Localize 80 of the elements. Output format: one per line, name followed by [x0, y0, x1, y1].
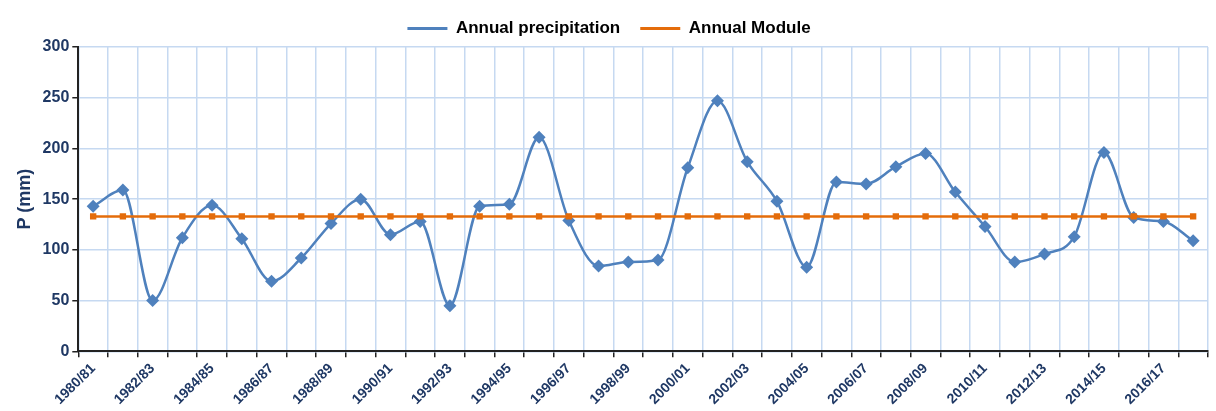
point [952, 213, 959, 220]
y-axis-title: P (mm) [13, 168, 34, 230]
point [978, 220, 992, 234]
point [714, 213, 721, 220]
point [740, 155, 754, 169]
point [1071, 213, 1078, 220]
point [859, 177, 873, 191]
point [265, 274, 279, 288]
point [651, 253, 665, 267]
point [86, 199, 100, 213]
point [803, 213, 810, 220]
point [1189, 213, 1197, 220]
point [532, 130, 546, 144]
point [773, 213, 781, 220]
y-tick-label: 250 [42, 88, 70, 106]
point [238, 213, 245, 220]
point [205, 198, 219, 212]
point [1186, 234, 1200, 248]
point [357, 213, 364, 220]
point [892, 213, 900, 220]
point [710, 94, 724, 108]
point [116, 183, 130, 197]
point [146, 294, 160, 308]
point [889, 160, 903, 174]
point [592, 259, 606, 273]
point [502, 197, 516, 211]
point [1067, 230, 1081, 244]
point [922, 213, 929, 220]
point [119, 213, 127, 220]
y-tick-label: 150 [42, 189, 70, 207]
point [625, 213, 632, 220]
point [443, 299, 457, 313]
point [179, 213, 186, 220]
point [681, 161, 695, 175]
point [208, 213, 216, 220]
point [298, 213, 305, 220]
point [833, 213, 840, 220]
point [1097, 146, 1111, 159]
point [565, 213, 573, 220]
point [89, 213, 97, 220]
point [595, 213, 602, 220]
y-tick-label: 100 [42, 240, 70, 258]
point [829, 175, 843, 189]
point [621, 255, 635, 269]
point [1011, 213, 1018, 220]
point [654, 213, 662, 220]
point [476, 213, 483, 220]
point [294, 251, 308, 265]
point [981, 213, 989, 220]
legend-label: Annual Module [688, 18, 811, 38]
point [383, 228, 397, 242]
point [1008, 255, 1022, 269]
point [948, 185, 962, 199]
point [354, 192, 368, 206]
point [535, 213, 543, 220]
point [268, 213, 275, 220]
y-tick-label: 50 [51, 291, 70, 309]
point [506, 213, 513, 220]
point [446, 213, 454, 220]
y-tick-label: 300 [42, 37, 70, 55]
y-tick-label: 0 [60, 341, 70, 359]
point [800, 260, 814, 274]
y-tick-label: 200 [42, 138, 70, 156]
legend-label: Annual precipitation [455, 18, 621, 38]
point [417, 213, 424, 220]
point [919, 147, 933, 161]
point [175, 231, 189, 245]
point [1100, 213, 1108, 220]
point [1160, 213, 1167, 220]
point [149, 213, 156, 220]
point [862, 213, 870, 220]
point [473, 199, 487, 213]
point [235, 232, 249, 246]
point [327, 213, 335, 220]
point [1037, 247, 1051, 261]
point [1041, 213, 1048, 220]
point [387, 213, 394, 220]
point [684, 213, 691, 220]
point [770, 194, 784, 208]
point [744, 213, 751, 220]
